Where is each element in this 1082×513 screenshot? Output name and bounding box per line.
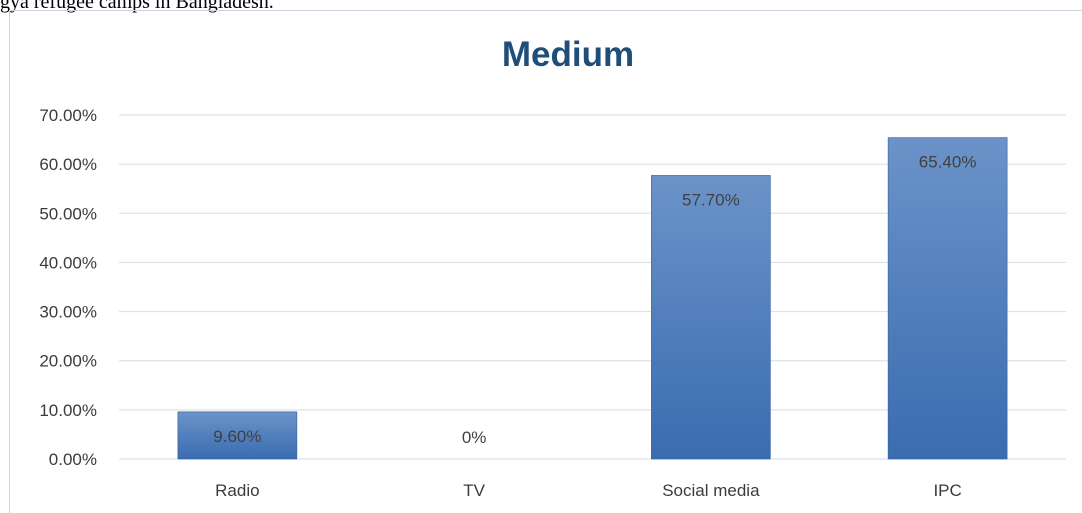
bar-ipc bbox=[887, 137, 1008, 460]
y-tick-label: 30.00% bbox=[39, 303, 97, 322]
x-category-label: Radio bbox=[215, 481, 259, 500]
bar-social-media bbox=[651, 175, 771, 460]
data-label: 9.60% bbox=[213, 427, 261, 446]
y-tick-label: 40.00% bbox=[39, 253, 97, 272]
bar-radio bbox=[177, 411, 298, 460]
x-category-label: Social media bbox=[662, 481, 760, 500]
y-tick-label: 20.00% bbox=[39, 352, 97, 371]
y-tick-label: 50.00% bbox=[39, 204, 97, 223]
y-tick-label: 0.00% bbox=[49, 450, 97, 469]
x-category-label: IPC bbox=[933, 481, 961, 500]
bars bbox=[177, 137, 1008, 460]
chart-title: Medium bbox=[502, 35, 634, 74]
x-axis-category-labels: Radio TV Social media IPC bbox=[215, 481, 962, 500]
y-tick-label: 70.00% bbox=[39, 106, 97, 125]
data-label: 57.70% bbox=[682, 190, 740, 209]
y-tick-label: 60.00% bbox=[39, 155, 97, 174]
y-axis-tick-labels: 0.00% 10.00% 20.00% 30.00% 40.00% 50.00% 60.00… bbox=[39, 106, 97, 469]
caption-fragment: gya refugee camps in Bangladesh. bbox=[0, 0, 274, 13]
y-tick-label: 10.00% bbox=[39, 401, 97, 420]
data-label: 65.40% bbox=[919, 153, 977, 172]
chart-frame bbox=[9, 10, 1082, 513]
x-category-label: TV bbox=[463, 481, 485, 500]
data-labels: 9.60% 0% 57.70% 65.40% bbox=[213, 153, 976, 447]
data-label: 0% bbox=[462, 428, 487, 447]
